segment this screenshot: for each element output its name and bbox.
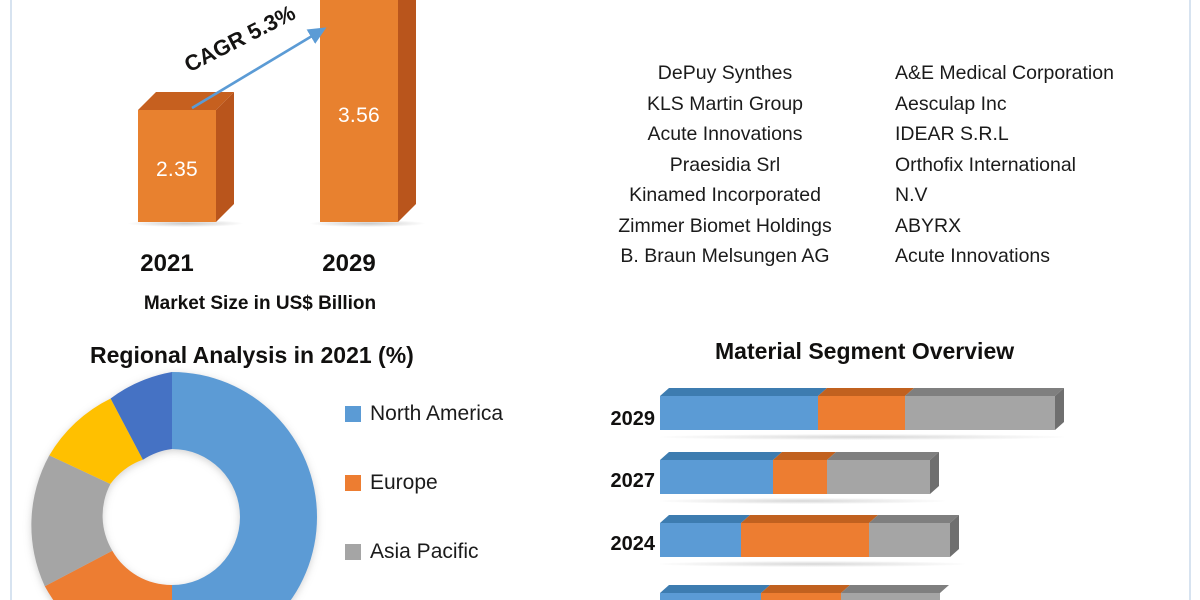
donut-slice-north-america[interactable] (172, 372, 317, 600)
donut-slice-asia-pacific[interactable] (31, 455, 113, 587)
donut-svg (31, 372, 317, 600)
material-segment-panel: Material Segment Overview 2029 2027 (560, 330, 1200, 600)
segment-bar-2024-shadow (660, 561, 965, 567)
segment-2029-series-2 (818, 396, 905, 430)
donut-legend-item-asia-pacific[interactable]: Asia Pacific (345, 540, 479, 564)
bar-2021-shadow (128, 220, 243, 227)
left-border-line (10, 0, 12, 600)
bar-2021-value: 2.35 (155, 158, 199, 181)
legend-label: North America (370, 402, 504, 425)
list-item: KLS Martin Group (646, 92, 804, 115)
regional-donut-chart (20, 365, 325, 600)
list-item: Praesidia Srl (669, 153, 781, 176)
right-border-line (1189, 0, 1191, 600)
regional-analysis-title: Regional Analysis in 2021 (%) (90, 342, 414, 368)
key-players-list: DePuy Synthes KLS Martin Group Acute Inn… (575, 58, 1185, 283)
segment-2024-series-3 (869, 523, 950, 557)
donut-legend-item-europe[interactable]: Europe (345, 471, 438, 495)
segment-2027-series-2 (773, 460, 827, 494)
regional-analysis-panel: Regional Analysis in 2021 (%) (0, 330, 560, 600)
donut-slice-europe[interactable] (44, 550, 172, 600)
list-item: N.V (895, 184, 928, 206)
market-size-caption: Market Size in US$ Billion (143, 293, 377, 314)
segment-2024-series-2 (741, 523, 869, 557)
list-item: Kinamed Incorporated (629, 184, 821, 206)
legend-swatch-icon (345, 475, 361, 491)
list-item: Acute Innovations (647, 123, 803, 145)
list-item: Aesculap Inc (895, 92, 1007, 115)
segment-bar-2027 (660, 452, 939, 494)
segment-bar-2024 (660, 515, 959, 557)
legend-label: Asia Pacific (370, 540, 479, 563)
legend-swatch-icon (345, 544, 361, 560)
list-item: Orthofix International (895, 153, 1077, 176)
list-item: ABYRX (895, 214, 962, 237)
legend-swatch-icon (345, 406, 361, 422)
segment-bar-2029 (660, 388, 1064, 430)
bar-2021-3d-shape (138, 92, 234, 222)
company-column-left: DePuy Synthes KLS Martin Group Acute Inn… (575, 58, 875, 272)
donut-segments (31, 372, 317, 600)
segment-bar-year-2029: 2029 (610, 408, 656, 430)
donut-legend-item-north-america[interactable]: North America (345, 402, 503, 426)
bar-2029-value: 3.56 (337, 104, 381, 127)
donut-slice-latin-america[interactable] (49, 398, 143, 485)
list-item: IDEAR S.R.L (895, 123, 1009, 145)
bar-2021: 2.35 (138, 92, 234, 222)
segment-bar-2029-shadow (660, 434, 1065, 440)
list-item: DePuy Synthes (657, 62, 793, 84)
segment-2029-series-3 (905, 396, 1055, 430)
bar-2029-shadow (310, 220, 425, 227)
market-size-chart: 2.35 3.56 CAGR 5.3% 2021 2029 Market Siz… (0, 0, 560, 330)
donut-slice-middle-east-africa[interactable] (110, 372, 172, 460)
bar-2029-3d-shape (320, 0, 416, 222)
segment-bar-year-2024: 2024 (610, 533, 656, 555)
bar-2021-year-label: 2021 (140, 250, 194, 277)
legend-label: Europe (370, 471, 438, 494)
bar-2029-year-label: 2029 (322, 250, 376, 277)
segment-2029-series-1 (660, 396, 818, 430)
segment-2027-series-1 (660, 460, 773, 494)
cagr-arrow (191, 27, 327, 110)
segment-bar-next-clipped (660, 585, 949, 600)
list-item: Acute Innovations (895, 245, 1051, 267)
segment-bar-year-2027: 2027 (610, 470, 656, 492)
material-segment-title: Material Segment Overview (715, 338, 1015, 364)
list-item: B. Braun Melsungen AG (620, 245, 830, 267)
segment-2024-series-1 (660, 523, 741, 557)
segment-bar-2027-shadow (660, 498, 945, 504)
list-item: A&E Medical Corporation (895, 62, 1114, 84)
bar-2029: 3.56 (320, 0, 416, 222)
list-item: Zimmer Biomet Holdings (618, 214, 832, 237)
company-column-right: A&E Medical Corporation Aesculap Inc IDE… (895, 58, 1185, 272)
segment-2027-series-3 (827, 460, 930, 494)
